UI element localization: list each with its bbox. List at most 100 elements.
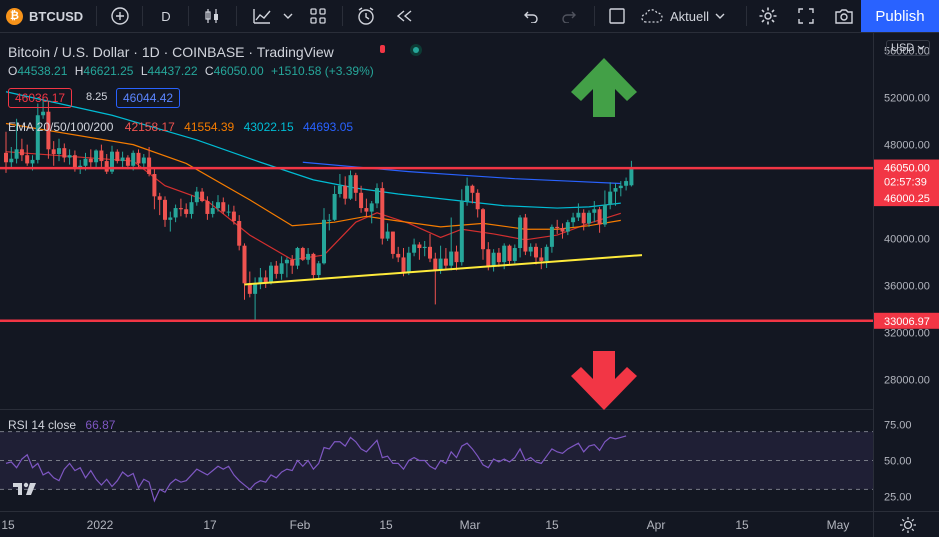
chevron-down-icon[interactable] [280,0,296,32]
settings-sun-icon[interactable] [899,516,917,534]
ohlc-h-label: H [74,64,84,78]
candle-body [216,202,220,209]
candle-body [608,191,613,205]
toolbar-divider [594,6,595,26]
candle-body [417,244,422,249]
x-tick-label: May [827,518,850,532]
candle-body [454,251,459,263]
fullscreen-rect-icon[interactable] [604,0,630,32]
candle-body [178,208,183,210]
candle-body [518,217,523,249]
symbol-search[interactable]: ₿ BTCUSD [6,0,90,32]
layout-grid-icon[interactable] [304,0,332,32]
candle-body [507,245,512,261]
candle-body [433,258,438,271]
toolbar-divider [142,6,143,26]
candle-body [41,111,46,116]
candle-body [491,252,496,266]
candle-body [512,248,517,261]
indicators-icon[interactable] [248,0,276,32]
ema-line-1 [5,151,621,261]
candle-body [131,152,136,166]
candle-body [205,201,210,214]
candle-body [141,157,146,164]
chart-title: Bitcoin / U.S. Dollar · 1D · COINBASE · … [8,44,334,60]
toolbar-divider [96,6,97,26]
candle-body [406,252,411,273]
publish-button[interactable]: Publish [861,0,939,32]
candle-body [104,161,109,172]
candle-body [57,148,61,155]
candle-body [443,258,448,266]
candle-body [539,257,544,261]
currency-label: USD [891,42,915,54]
camera-icon[interactable] [830,0,858,32]
rsi-tick-label: 75.00 [884,419,912,431]
candle-style-icon[interactable] [200,0,224,32]
chart-canvas[interactable]: 56000.0052000.0048000.0044000.0040000.00… [0,33,939,537]
candle-body [375,188,379,204]
candle-body [279,263,284,274]
candle-body [502,245,507,263]
layout-name-button[interactable]: Aktuell [640,0,740,32]
ema-legend: EMA 20/50/100/200 42158.17 41554.39 4302… [8,120,353,134]
ema-legend-label: EMA 20/50/100/200 [8,120,114,134]
ohlc-legend: O44538.21 H46621.25 L44437.22 C46050.00 … [8,64,374,78]
ohlc-change: +1510.58 (+3.39%) [271,64,374,78]
candle-body [571,217,576,223]
candle-body [332,193,337,220]
candle-body [184,209,189,214]
x-tick-label: Apr [647,518,666,532]
ohlc-c-label: C [204,64,214,78]
gear-icon[interactable] [754,0,782,32]
fullscreen-icon[interactable] [792,0,820,32]
candle-body [629,167,634,186]
candle-body [72,155,77,169]
y-tick-label: 48000.00 [884,140,930,152]
cloud-icon [641,9,663,23]
chevron-down-icon [917,45,925,50]
candle-body [258,277,263,284]
tradingview-logo-icon [12,480,40,498]
sell-price-button[interactable]: 46036.17 [8,88,73,108]
countdown-label: 02:57:39 [884,177,927,189]
ohlc-close: 46050.00 [213,64,264,78]
y-tick-label: 28000.00 [884,375,930,387]
candle-body [412,244,417,253]
candle-body [428,246,432,259]
candle-body [247,283,252,294]
currency-select[interactable]: USD [886,40,931,56]
candle-body [592,209,597,213]
rsi-line [5,435,627,503]
candle-body [597,209,602,225]
compare-add-icon[interactable] [106,0,134,32]
candle-body [253,283,258,294]
buy-price-button[interactable]: 46044.42 [116,88,181,108]
candle-body [115,151,120,162]
replay-icon[interactable] [390,0,418,32]
candle-body [284,259,289,264]
top-toolbar: ₿ BTCUSD D Aktuell [0,0,939,33]
candle-body [496,252,501,263]
candle-body [602,204,607,225]
alert-clock-icon[interactable] [352,0,380,32]
rsi-tick-label: 25.00 [884,492,912,504]
candle-body [295,248,300,266]
redo-icon[interactable] [556,0,582,32]
last-price-box [874,159,939,191]
interval-button[interactable]: D [161,8,171,24]
candle-body [88,158,93,163]
candle-body [528,246,533,252]
candle-body [576,212,581,218]
candle-body [549,226,554,247]
undo-icon[interactable] [518,0,544,32]
candle-body [385,231,390,239]
candle-body [221,202,226,212]
candle-body [560,228,565,232]
candle-body [587,212,591,224]
candle-body [438,258,443,271]
candle-body [359,192,364,209]
ema200-value: 44693.05 [302,120,354,134]
y-tick-label: 36000.00 [884,281,930,293]
toolbar-divider [342,6,343,26]
